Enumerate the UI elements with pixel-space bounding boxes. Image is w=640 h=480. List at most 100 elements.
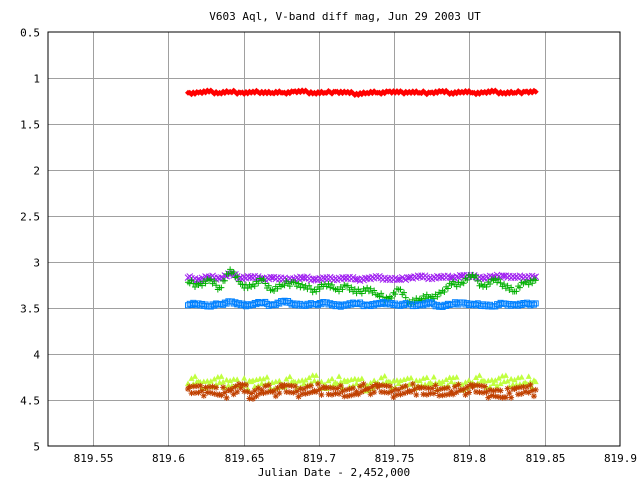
data-point (348, 284, 355, 291)
data-point (392, 386, 399, 393)
data-point (336, 288, 343, 295)
data-point (515, 391, 522, 398)
y-tick-label: 4.5 (20, 395, 40, 408)
data-point (399, 384, 406, 391)
data-point (274, 285, 281, 292)
data-point (408, 388, 415, 395)
data-point (386, 383, 393, 390)
data-point (397, 286, 404, 293)
data-point (516, 284, 523, 291)
series-plus (184, 266, 539, 308)
data-point (436, 392, 443, 399)
data-point (200, 392, 207, 399)
data-point (334, 380, 341, 387)
data-point (371, 389, 378, 396)
data-point (234, 273, 241, 280)
y-tick-label: 1 (33, 73, 40, 86)
data-point (285, 382, 292, 389)
data-point (502, 372, 509, 378)
data-point (441, 288, 448, 295)
data-point (488, 392, 495, 399)
data-point (516, 384, 523, 391)
data-point (402, 294, 409, 301)
data-point (272, 393, 279, 400)
data-point (388, 388, 395, 395)
data-point (511, 376, 518, 383)
data-point (465, 389, 472, 396)
data-point (408, 374, 415, 381)
x-tick-label: 819.55 (74, 452, 114, 465)
data-point (423, 391, 430, 398)
data-point (388, 294, 395, 301)
data-point (230, 391, 237, 398)
data-point (341, 393, 348, 400)
data-point (495, 393, 502, 400)
data-point (334, 385, 341, 392)
data-point (483, 301, 490, 308)
data-point (434, 293, 441, 300)
y-tick-label: 2 (33, 165, 40, 178)
data-point (443, 376, 450, 383)
data-point (256, 390, 263, 397)
data-point (353, 290, 360, 297)
data-point (346, 386, 353, 393)
data-point (400, 390, 407, 397)
y-tick-label: 2.5 (20, 211, 40, 224)
data-point (325, 391, 332, 398)
data-point (255, 385, 262, 392)
data-point (525, 373, 532, 379)
data-point (369, 383, 376, 390)
data-point (504, 385, 511, 392)
data-point (430, 295, 437, 302)
data-point (390, 394, 397, 401)
data-point (269, 388, 276, 395)
data-point (371, 287, 378, 294)
x-tick-label: 819.7 (303, 452, 336, 465)
data-point (218, 373, 225, 379)
data-point (286, 283, 293, 290)
data-point (453, 374, 460, 380)
data-point (281, 282, 288, 289)
data-point (523, 383, 530, 390)
data-point (276, 377, 283, 384)
data-point (293, 388, 300, 395)
data-point (306, 389, 313, 396)
data-point (264, 374, 271, 380)
data-point (332, 390, 339, 397)
data-point (495, 375, 502, 381)
data-point (339, 388, 346, 395)
data-point (251, 283, 258, 290)
data-point (232, 383, 239, 390)
data-point (402, 383, 409, 390)
data-point (307, 382, 314, 389)
data-point (184, 302, 191, 309)
data-point (397, 391, 404, 398)
data-point (286, 389, 293, 396)
data-point (472, 388, 479, 395)
data-point (274, 384, 281, 391)
data-point (262, 280, 269, 287)
data-point (367, 391, 374, 398)
data-point (306, 374, 313, 381)
data-point (395, 380, 402, 386)
data-point (253, 393, 260, 400)
x-tick-label: 819.85 (526, 452, 566, 465)
data-point (281, 382, 288, 389)
data-point (448, 378, 455, 385)
data-point (467, 381, 474, 388)
data-point (446, 391, 453, 398)
data-point (265, 282, 272, 289)
data-point (237, 385, 244, 392)
data-point (350, 385, 357, 392)
data-point (321, 385, 328, 392)
data-point (480, 389, 487, 396)
data-point (213, 282, 220, 289)
data-point (476, 389, 483, 396)
data-point (193, 383, 200, 390)
data-point (209, 383, 216, 390)
data-point (336, 390, 343, 397)
data-point (400, 289, 407, 296)
data-point (268, 274, 276, 281)
data-point (197, 382, 204, 389)
data-point (302, 390, 309, 397)
